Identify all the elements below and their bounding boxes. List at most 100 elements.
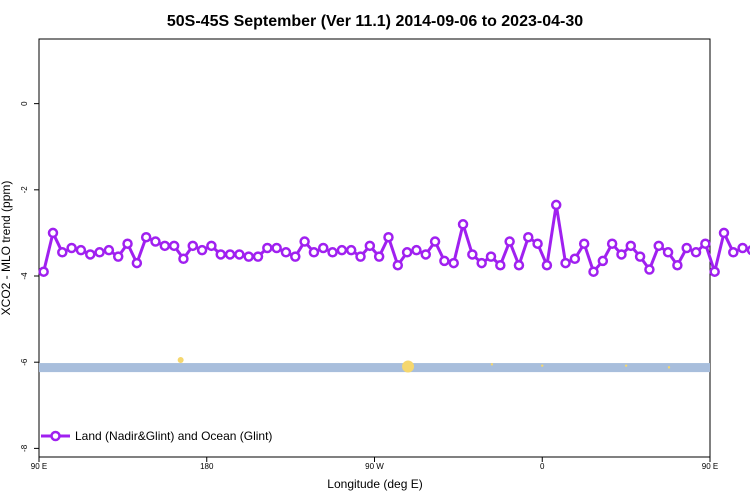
y-tick-label: -2	[20, 186, 29, 194]
data-point	[681, 242, 692, 254]
data-point	[94, 247, 105, 258]
x-tick-label: 0	[540, 462, 545, 471]
data-point	[140, 231, 152, 243]
data-point	[709, 266, 720, 277]
data-point	[364, 240, 376, 252]
data-point	[439, 255, 450, 267]
land-marker	[541, 364, 544, 367]
data-point	[420, 249, 432, 260]
data-point	[215, 249, 226, 260]
legend: Land (Nadir&Glint) and Ocean (Glint)	[41, 429, 272, 443]
y-tick-label: -6	[20, 358, 29, 366]
y-axis: 0 -2 -4 -6 -8	[20, 101, 39, 452]
land-marker	[667, 366, 671, 369]
data-point	[653, 240, 664, 252]
data-point	[401, 247, 413, 258]
data-point	[38, 266, 49, 277]
land-marker	[402, 360, 415, 373]
data-point	[196, 244, 208, 256]
data-point	[644, 264, 655, 275]
data-point	[280, 247, 292, 258]
land-marker	[490, 363, 494, 366]
data-point	[345, 244, 357, 256]
series-line	[38, 199, 750, 277]
data-point	[85, 249, 96, 260]
data-point	[224, 249, 236, 260]
y-tick-label: 0	[20, 101, 29, 106]
chart-title: 50S-45S September (Ver 11.1) 2014-09-06 …	[167, 13, 583, 30]
data-point	[75, 244, 87, 256]
data-point	[634, 251, 646, 262]
data-point	[234, 249, 245, 260]
y-tick-label: -4	[20, 272, 29, 280]
data-point	[252, 251, 264, 262]
surface-band-ocean	[39, 363, 710, 373]
data-point	[299, 236, 310, 247]
data-point	[606, 238, 618, 249]
data-point	[150, 236, 161, 247]
data-point	[429, 236, 441, 247]
data-point	[597, 255, 609, 267]
data-point	[504, 236, 515, 247]
data-point	[485, 251, 497, 262]
data-point	[467, 249, 478, 260]
surface-band	[39, 357, 710, 373]
data-point	[206, 240, 217, 252]
data-point	[495, 259, 506, 271]
data-point	[327, 247, 338, 258]
data-point	[541, 259, 553, 271]
data-point	[187, 240, 199, 252]
data-point	[168, 240, 180, 252]
data-point	[737, 242, 748, 254]
data-point	[47, 227, 59, 239]
data-point	[262, 242, 273, 254]
data-point	[578, 238, 590, 249]
data-point	[103, 244, 115, 256]
data-point	[569, 253, 581, 265]
data-point	[355, 251, 366, 262]
x-axis-label: Longitude (deg E)	[327, 477, 422, 491]
data-point	[672, 259, 683, 271]
data-point	[317, 242, 329, 254]
data-point	[290, 251, 301, 262]
data-point	[373, 251, 385, 262]
x-tick-label: 90 W	[365, 462, 384, 471]
data-point	[476, 257, 487, 269]
data-point	[243, 251, 254, 262]
data-point	[550, 199, 562, 211]
land-marker	[177, 357, 184, 364]
data-point	[122, 238, 133, 249]
data-point	[625, 240, 637, 252]
data-point	[718, 227, 730, 239]
data-point	[336, 244, 348, 256]
x-tick-label: 180	[200, 462, 214, 471]
data-point	[728, 247, 739, 258]
data-point	[383, 231, 394, 243]
data-point	[690, 247, 702, 258]
data-point	[746, 245, 750, 256]
x-tick-label: 90 E	[31, 462, 47, 471]
y-tick-label: -8	[20, 444, 29, 452]
data-point	[457, 219, 469, 230]
data-point	[308, 247, 320, 258]
data-point	[532, 238, 543, 249]
data-point	[700, 238, 711, 249]
data-point	[57, 247, 68, 258]
data-point	[662, 247, 674, 258]
data-point	[523, 231, 534, 243]
y-axis-label: XCO2 - MLO trend (ppm)	[0, 181, 13, 316]
legend-label: Land (Nadir&Glint) and Ocean (Glint)	[75, 429, 272, 443]
data-point	[112, 251, 124, 262]
data-point	[271, 242, 282, 254]
data-point	[131, 257, 143, 269]
x-axis: 90 E 180 90 W 0 90 E	[31, 457, 718, 471]
data-point	[392, 259, 404, 271]
data-point	[616, 249, 627, 260]
data-point	[588, 266, 599, 277]
data-point	[66, 242, 77, 254]
legend-marker	[50, 430, 61, 442]
land-marker	[624, 364, 628, 367]
data-point	[560, 257, 571, 269]
x-tick-label: 90 E	[702, 462, 718, 471]
